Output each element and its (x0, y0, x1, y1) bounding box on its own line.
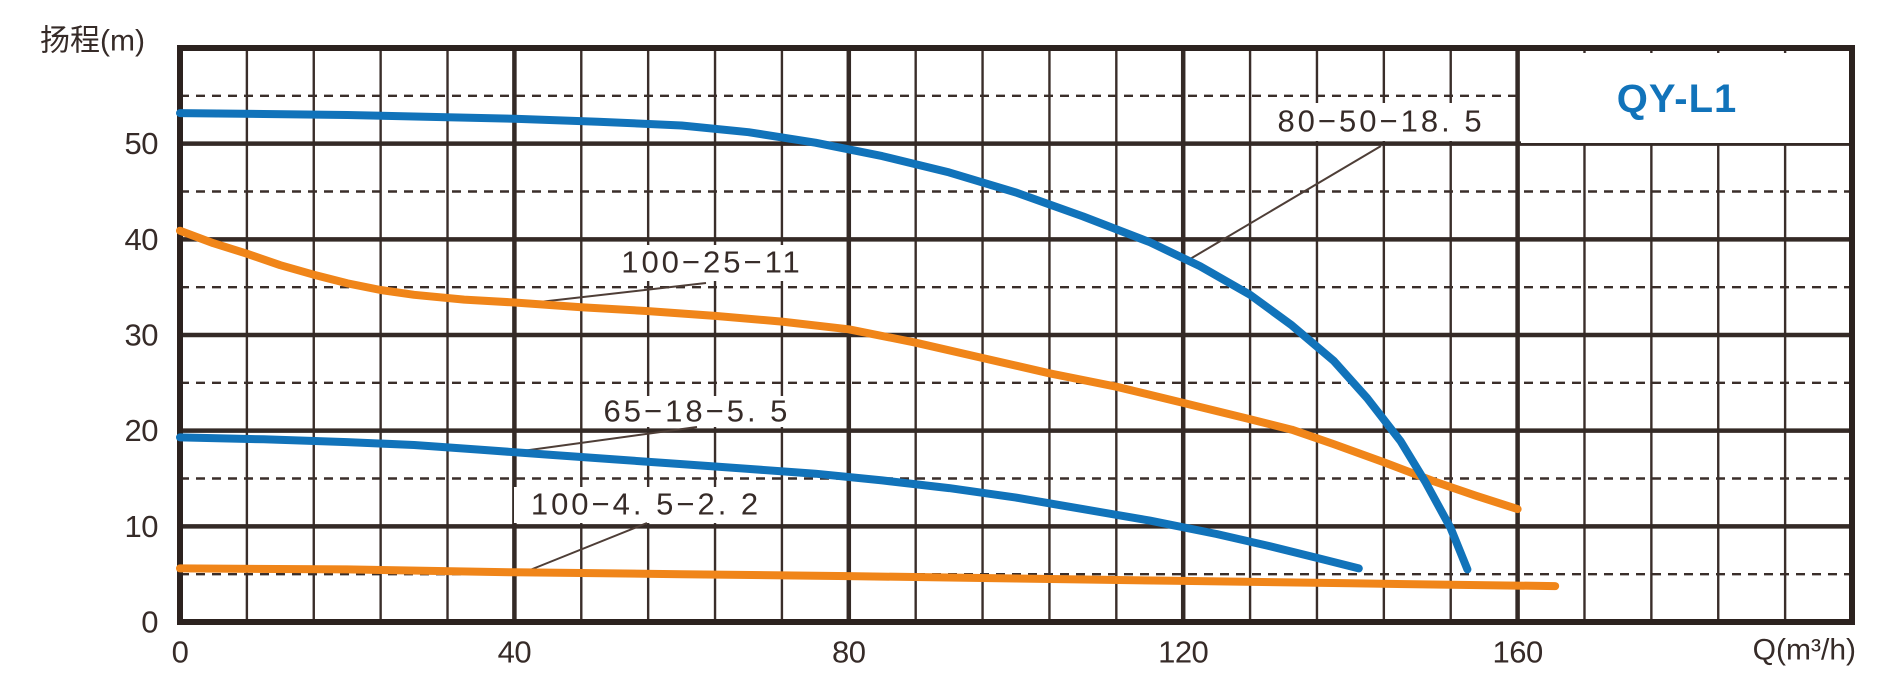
y-tick-label: 40 (125, 222, 159, 257)
curve-labels: 80−50−18. 5 100−25−11 65−18−5. 5 100−4. 5−2… (531, 104, 1484, 522)
y-axis-title: 扬程(m) (40, 25, 145, 58)
y-tick-label: 30 (125, 318, 159, 353)
chart-title: QY-L1 (1617, 77, 1738, 121)
curve-65-18-5.5 (176, 433, 1363, 573)
leader-line (1184, 145, 1382, 263)
curve-label-backplate (1256, 103, 1506, 141)
leader-lines (512, 145, 1382, 577)
curve-80-50-18.5 (176, 109, 1472, 574)
x-tick-label: 120 (1158, 635, 1208, 670)
x-axis-title: Q(m³/h) (1753, 634, 1856, 667)
leader-line (514, 522, 648, 577)
leader-line (514, 426, 698, 453)
curve-label-backplate (604, 245, 820, 281)
curve-label-backplate (587, 396, 807, 427)
curve-label: 65−18−5. 5 (604, 394, 791, 429)
legend-backplate (1521, 53, 1849, 143)
plot-frame (177, 45, 1855, 625)
curve-label: 80−50−18. 5 (1277, 104, 1484, 139)
pump-curves (176, 109, 1560, 591)
curve-100-25-11 (176, 226, 1522, 514)
y-tick-label: 0 (141, 605, 158, 640)
label-backplates (514, 53, 1849, 523)
curve-label: 100−25−11 (621, 245, 803, 280)
x-tick-label: 160 (1492, 635, 1542, 670)
y-tick-label: 10 (125, 509, 159, 544)
y-tick-label: 50 (125, 126, 159, 161)
curve-label: 100−4. 5−2. 2 (531, 487, 761, 522)
y-tick-label: 20 (125, 413, 159, 448)
plot-border (177, 45, 1855, 625)
x-tick-label: 40 (498, 635, 532, 670)
x-tick-label: 80 (832, 635, 866, 670)
curve-100-4.5-2.2 (176, 564, 1560, 591)
x-tick-label: 0 (172, 635, 189, 670)
axis-tick-labels: 0 40 80 120 160 0 10 20 30 40 50 (125, 126, 1544, 670)
curve-label-backplate (514, 487, 778, 523)
